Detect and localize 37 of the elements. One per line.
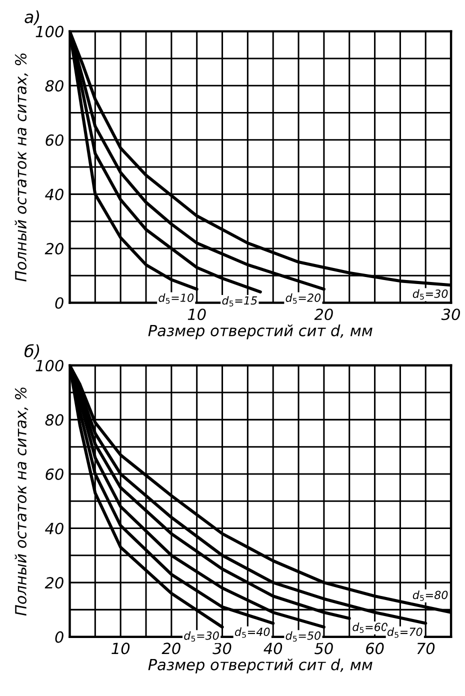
x-tick-label: 70: [417, 642, 435, 654]
x-tick-label: 30: [441, 308, 460, 320]
y-tick-label: 0: [55, 631, 64, 643]
y-axis-title: Полный остаток на ситах, %: [14, 54, 28, 282]
annotation: d$_{5}$=70: [387, 627, 422, 638]
y-tick-label: 20: [44, 577, 64, 589]
x-axis-title: Размер отверстий сит d, мм: [148, 324, 372, 340]
y-axis-title: Полный остаток на ситах, %: [14, 388, 28, 616]
annotation: d$_{5}$=30: [412, 289, 448, 300]
annotation: d$_{5}$=15: [222, 296, 257, 306]
y-tick-label: 20: [44, 242, 64, 254]
y-tick-label: 100: [36, 26, 64, 38]
x-tick-label: 10: [188, 308, 206, 320]
y-tick-label: 40: [45, 522, 64, 534]
x-tick-label: 50: [314, 642, 333, 654]
annotation: d$_{5}$=50: [286, 631, 321, 642]
y-tick-label: 60: [46, 134, 64, 146]
x-tick-label: 10: [112, 642, 130, 654]
chart-title: б): [24, 344, 40, 360]
y-tick-label: 0: [55, 297, 64, 309]
y-tick-label: 40: [45, 188, 64, 200]
annotation: d$_{5}$=30: [184, 631, 219, 642]
annotation: d$_{5}$=80: [412, 590, 448, 601]
y-tick-label: 80: [45, 80, 64, 92]
annotation: d$_{5}$=10: [158, 293, 194, 304]
x-tick-label: 40: [264, 642, 282, 654]
y-tick-label: 80: [45, 414, 64, 426]
annotation: d$_{5}$=20: [286, 293, 321, 304]
y-tick-label: 100: [36, 360, 64, 372]
x-tick-label: 60: [366, 642, 384, 654]
y-tick-label: 60: [46, 468, 64, 480]
annotation: d$_{5}$=40: [234, 627, 270, 638]
x-tick-label: 20: [162, 642, 180, 654]
x-axis-title: Размер отверстий сит d, мм: [148, 658, 372, 674]
x-tick-label: 30: [212, 642, 232, 654]
chart-title: а): [24, 10, 40, 26]
x-tick-label: 20: [314, 308, 333, 320]
